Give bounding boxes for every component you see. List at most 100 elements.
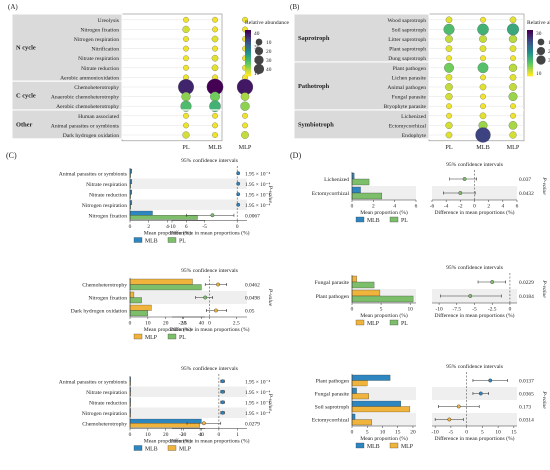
size-legend-dot bbox=[537, 38, 545, 46]
ci-x-label: Difference in mean proportions (%) bbox=[434, 312, 514, 319]
bubble bbox=[477, 62, 489, 74]
ci-tick-label: 10 bbox=[495, 430, 501, 436]
category-label: Nitrogen fixation bbox=[88, 212, 127, 219]
bubble bbox=[242, 112, 248, 119]
ci-estimate-point bbox=[220, 379, 225, 384]
group-label: C cycle bbox=[16, 93, 36, 100]
ci-tick-label: 1 bbox=[236, 432, 239, 438]
comparison-chart: 95% confidence intervals Animal parasites… bbox=[59, 157, 273, 245]
size-legend-label: 30 bbox=[548, 58, 550, 64]
ci-tick-label: -5 bbox=[202, 224, 207, 230]
category-label: Nitrogen respiration bbox=[82, 203, 127, 209]
bubble bbox=[480, 93, 486, 100]
group-label: N cycle bbox=[16, 45, 36, 52]
bubble bbox=[183, 122, 189, 129]
row-label: Nitrate reduction bbox=[81, 66, 119, 72]
colorbar-segment bbox=[527, 48, 533, 51]
bubble bbox=[479, 35, 487, 43]
legend-label: PL bbox=[401, 321, 408, 327]
colorbar-segment bbox=[527, 53, 533, 56]
p-value-axis-label: P-value bbox=[541, 390, 547, 409]
bubble bbox=[211, 64, 219, 72]
comparison-chart: 95% confidence intervals Chemoheterotroph… bbox=[71, 267, 273, 341]
ci-estimate-point bbox=[458, 191, 463, 195]
bar-tick-label: 0 bbox=[351, 204, 354, 210]
row-label: Dark hydrogen oxidation bbox=[63, 133, 119, 139]
ci-tick-label: -5 bbox=[472, 307, 477, 313]
bar bbox=[129, 297, 142, 304]
group-band bbox=[293, 109, 430, 140]
bar bbox=[129, 215, 198, 220]
bar-tick-label: 6 bbox=[185, 224, 188, 230]
bubble bbox=[509, 45, 517, 52]
bubble bbox=[183, 64, 189, 71]
legend-swatch bbox=[355, 319, 365, 326]
size-legend-label: 40 bbox=[266, 67, 272, 73]
bubble bbox=[509, 74, 517, 81]
group-label: Saprotroph bbox=[298, 35, 330, 42]
colorbar-segment bbox=[245, 39, 251, 42]
bubble bbox=[211, 35, 219, 43]
ci-title: 95% confidence intervals bbox=[446, 264, 503, 271]
row-label: Aerobic chemoheterotrophy bbox=[56, 104, 119, 110]
bar-tick-label: 0 bbox=[351, 430, 354, 436]
bubble bbox=[508, 63, 518, 72]
bar-x-label: Mean proportion (%) bbox=[144, 438, 192, 445]
colorbar-segment bbox=[527, 50, 533, 54]
colorbar-segment bbox=[245, 48, 251, 51]
bubble bbox=[477, 23, 489, 36]
p-value: 1.95 × 10⁻⁴ bbox=[245, 390, 270, 396]
p-value: 1.95 × 10⁻⁴ bbox=[245, 192, 270, 198]
bar bbox=[129, 423, 200, 428]
ci-tick-label: 0 bbox=[218, 432, 221, 438]
ci-tick-label: -10 bbox=[435, 307, 442, 313]
row-label: Litter saprotroph bbox=[388, 37, 426, 43]
p-value: 0.05 bbox=[245, 309, 255, 315]
category-label: Fungal parasite bbox=[315, 280, 350, 286]
legend-label: MLB bbox=[367, 444, 380, 450]
bar bbox=[351, 172, 355, 180]
bubble bbox=[446, 103, 452, 110]
bar-tick-label: 0 bbox=[129, 432, 132, 438]
bubble bbox=[508, 121, 518, 130]
bubble bbox=[212, 112, 218, 119]
ci-estimate-point bbox=[468, 294, 473, 298]
p-value-axis-label: P-value bbox=[541, 176, 547, 195]
ci-estimate-point bbox=[478, 391, 483, 396]
bubble bbox=[445, 131, 453, 139]
bubble bbox=[210, 91, 220, 102]
bubble bbox=[209, 100, 221, 112]
colorbar-segment bbox=[245, 64, 251, 68]
ci-x-label: Difference in mean proportions (%) bbox=[169, 230, 249, 237]
colorbar-segment bbox=[245, 69, 251, 72]
row-label: Endophyte bbox=[402, 133, 427, 139]
comparison-chart: 95% confidence intervals Lichenized 0.037 E… bbox=[312, 161, 547, 224]
bubble bbox=[180, 100, 192, 112]
column-label: PL bbox=[445, 144, 452, 151]
bar-tick-label: 30 bbox=[181, 321, 187, 327]
bubble bbox=[509, 83, 517, 91]
bar bbox=[351, 393, 369, 400]
row-label: Human associated bbox=[78, 114, 119, 120]
colorbar-segment bbox=[527, 34, 533, 38]
row-label: Nitrate respiration bbox=[78, 56, 119, 62]
comparison-charts: 95% confidence intervals Animal parasites… bbox=[59, 157, 547, 453]
row-label: Anaerobic chemoheterotrophy bbox=[51, 95, 119, 101]
bubble bbox=[480, 16, 486, 23]
legend-label: MLP bbox=[179, 447, 191, 453]
colorbar-segment bbox=[527, 30, 533, 33]
panel-b-bubble-chart: (B) Saprotroph Wood saprotroph Soil saprotr… bbox=[290, 3, 550, 151]
bar bbox=[129, 291, 135, 298]
legend-swatch bbox=[167, 333, 177, 340]
ci-tick-label: -7.5 bbox=[453, 307, 462, 313]
ci-tick-label: -2 bbox=[179, 432, 184, 438]
row-label: Ureolysis bbox=[98, 18, 119, 24]
bar-tick-label: 20 bbox=[163, 432, 169, 438]
legend-swatch bbox=[389, 442, 399, 449]
bubble bbox=[446, 112, 452, 119]
p-value: 1.95 × 10⁻⁴ bbox=[245, 379, 270, 385]
bar bbox=[129, 210, 153, 216]
ci-estimate-point bbox=[456, 404, 461, 409]
row-label: Nitrogen fixation bbox=[80, 26, 119, 33]
legend-label: MLP bbox=[367, 321, 379, 327]
